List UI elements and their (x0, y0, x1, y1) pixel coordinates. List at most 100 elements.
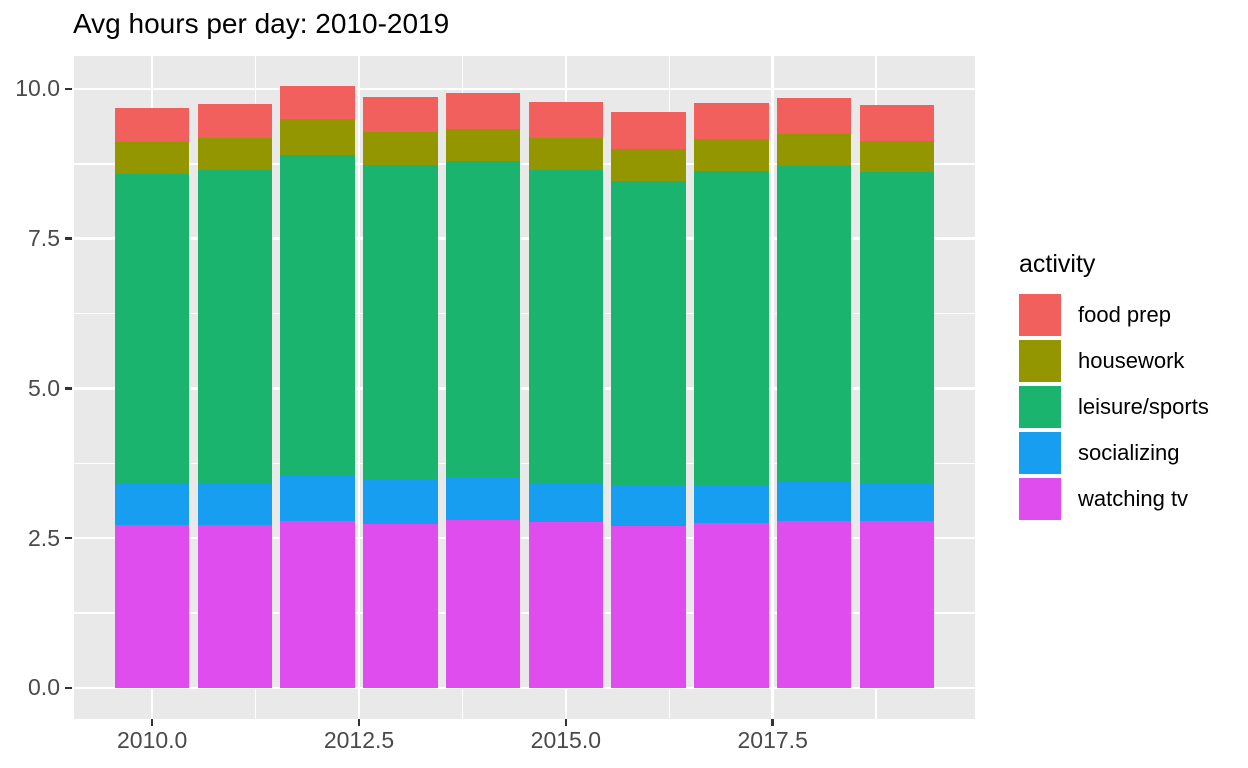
bar-segment-housework (611, 148, 686, 182)
legend-label: watching tv (1078, 486, 1189, 511)
bar-segment-leisure-sports (197, 170, 273, 484)
x-tick-mark (357, 719, 361, 726)
bar-segment-watching-tv (363, 523, 438, 688)
bar-segment-watching-tv (280, 520, 355, 688)
legend-key-food-prep (1019, 294, 1061, 336)
gridline-h-minor (74, 612, 975, 614)
legend-title: activity (1019, 250, 1096, 278)
bar-segment-housework (859, 141, 935, 172)
bar-segment-food-prep (197, 103, 273, 139)
bar-segment-food-prep (859, 104, 935, 142)
bar-segment-leisure-sports (363, 165, 438, 480)
legend-key-socializing (1019, 432, 1061, 474)
gridline-h-minor (74, 163, 975, 165)
bar-segment-food-prep (445, 93, 521, 130)
bar-segment-leisure-sports (114, 173, 190, 484)
y-tick-label: 5.0 (28, 374, 60, 401)
bar-segment-leisure-sports (694, 170, 769, 486)
plot-panel (74, 56, 975, 719)
bar-segment-housework (528, 138, 604, 171)
bar-segment-socializing (197, 483, 273, 525)
y-tick-mark (65, 387, 72, 390)
y-tick-label: 2.5 (28, 524, 60, 551)
bar-segment-leisure-sports (280, 154, 355, 476)
bar-segment-watching-tv (114, 524, 190, 688)
bar-segment-socializing (280, 475, 355, 521)
legend-entry: socializing (1019, 432, 1209, 474)
legend-entry: housework (1019, 340, 1209, 382)
x-tick-label: 2012.5 (323, 727, 395, 753)
legend-key-leisure-sports (1019, 386, 1061, 428)
legend-label: food prep (1078, 302, 1171, 327)
bar-segment-food-prep (363, 97, 438, 133)
bar-segment-watching-tv (197, 524, 273, 688)
gridline-h-major (74, 237, 975, 240)
legend-label: socializing (1078, 440, 1180, 465)
bar-segment-watching-tv (528, 521, 604, 688)
bar-segment-watching-tv (776, 521, 852, 688)
legend-label: housework (1078, 348, 1185, 373)
bar-segment-food-prep (611, 111, 686, 149)
bar-segment-food-prep (776, 97, 852, 134)
bar-segment-socializing (114, 483, 190, 525)
bar-segment-socializing (694, 485, 769, 523)
bar-segment-food-prep (528, 101, 604, 139)
x-tick-mark (564, 719, 568, 726)
y-tick-mark (65, 87, 72, 91)
bar-segment-leisure-sports (859, 171, 935, 484)
legend-key-housework (1019, 340, 1061, 382)
y-tick-label: 7.5 (28, 225, 60, 252)
gridline-h-major (74, 686, 975, 690)
bar-segment-socializing (611, 485, 686, 526)
bar-segment-food-prep (114, 107, 190, 143)
bar-segment-leisure-sports (611, 181, 686, 486)
x-tick-label: 2015.0 (530, 727, 602, 753)
bar-segment-leisure-sports (445, 160, 521, 479)
bar-segment-watching-tv (611, 525, 686, 688)
bar-segment-socializing (859, 483, 935, 522)
legend-key-watching-tv (1019, 478, 1061, 520)
y-tick-mark (65, 536, 72, 540)
bar-segment-housework (280, 119, 355, 155)
bar-segment-socializing (776, 482, 852, 522)
bar-segment-socializing (363, 479, 438, 524)
y-tick-mark (65, 686, 72, 690)
x-tick-label: 2017.5 (737, 727, 808, 753)
x-tick-mark (771, 719, 774, 726)
legend-entry: leisure/sports (1019, 386, 1209, 428)
bar-segment-food-prep (694, 102, 769, 140)
bar-segment-socializing (445, 478, 521, 521)
gridline-h-major (74, 387, 975, 390)
legend-entry: food prep (1019, 294, 1209, 336)
gridline-h-minor (74, 462, 975, 464)
y-tick-label: 0.0 (28, 674, 60, 701)
legend: activity food prep housework leisure/sport… (1019, 250, 1209, 524)
bar-segment-food-prep (280, 85, 355, 120)
legend-entry: watching tv (1019, 478, 1209, 520)
bar-segment-watching-tv (859, 521, 935, 688)
bar-segment-watching-tv (445, 520, 521, 688)
bar-segment-watching-tv (694, 522, 769, 688)
gridline-v-major (357, 56, 361, 719)
bar-segment-socializing (528, 483, 604, 522)
bar-segment-housework (363, 132, 438, 165)
bar-segment-housework (114, 142, 190, 174)
gridline-h-major (74, 87, 975, 91)
bar-segment-housework (694, 139, 769, 171)
chart-title: Avg hours per day: 2010-2019 (73, 8, 450, 39)
y-tick-label: 10.0 (15, 75, 60, 102)
x-tick-mark (150, 719, 154, 726)
bar-segment-housework (445, 129, 521, 161)
x-tick-label: 2010.0 (116, 727, 188, 753)
bar-segment-leisure-sports (776, 166, 852, 483)
legend-label: leisure/sports (1078, 394, 1209, 419)
bar-segment-housework (776, 133, 852, 167)
gridline-h-major (74, 536, 975, 540)
legend-items: food prep housework leisure/sports socializ… (1019, 294, 1209, 520)
bar-segment-leisure-sports (528, 170, 604, 484)
gridline-v-major (771, 56, 774, 719)
gridline-h-minor (74, 312, 975, 315)
y-tick-mark (65, 237, 72, 240)
bar-segment-housework (197, 138, 273, 171)
